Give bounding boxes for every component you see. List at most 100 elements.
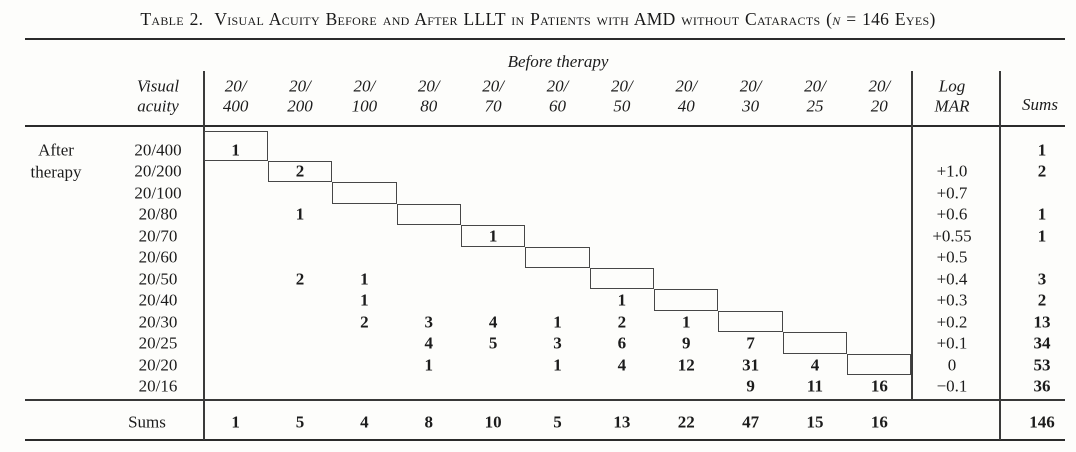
row-sum-20-40: 2 [1037,290,1047,310]
row-label-20-80: 20/80 [138,204,178,224]
cell-20-50-col2: 1 [360,269,369,289]
row-label-20-60: 20/60 [138,247,178,267]
col-header-2080: 20/80 [418,77,440,116]
cell-20-30-col5: 1 [553,312,562,332]
cell-20-30-col4: 4 [488,312,498,332]
col-header-line2: 400 [222,96,249,115]
row-sum-20-200: 2 [1037,161,1047,181]
diagonal-box-20-25 [782,332,848,354]
visual-acuity-header-line1: Visual [136,76,180,96]
logmar-20-200: +1.0 [936,161,968,181]
col-header-line1: 20/ [868,76,891,96]
col-header-2070: 20/70 [482,77,504,116]
diagonal-box-20-80 [396,203,461,226]
row-label-20-70: 20/70 [138,226,178,246]
cell-20-25-col8: 7 [746,333,755,353]
col-header-line2: 200 [287,96,313,115]
vrule-logmar-sums [999,71,1001,440]
logmar-header-line2: MAR [934,96,970,115]
visual-acuity-header-line2: acuity [137,96,179,115]
diagonal-box-20-100 [332,182,397,204]
sums-column-header: Sums [1022,95,1058,114]
logmar-20-25: +0.1 [936,333,968,353]
row-sum-20-20: 53 [1033,355,1051,374]
row-sum-20-400: 1 [1037,140,1047,160]
row-label-20-100: 20/100 [134,183,182,203]
cell-20-25-col3: 4 [424,333,434,353]
logmar-20-100: +0.7 [936,183,968,203]
col-header-line2: 30 [742,96,760,115]
row-label-20-40: 20/40 [138,290,178,310]
cell-20-200-col1: 2 [295,161,305,181]
diagonal-box-20-200 [267,160,333,183]
col-header-20400: 20/400 [223,77,249,116]
vrule-labels-matrix [203,71,205,440]
sums-row-label: Sums [128,412,166,432]
col-header-line1: 20/ [353,76,376,96]
row-label-20-50: 20/50 [138,269,178,289]
diagonal-box-20-40 [654,289,719,311]
cell-20-25-col6: 6 [617,333,627,353]
grand-total: 146 [1029,412,1055,432]
col-header-20100: 20/100 [352,77,378,116]
cell-20-25-col4: 5 [488,333,498,353]
row-sum-20-16: 36 [1033,376,1051,396]
rule-below-title [25,38,1065,40]
logmar-20-80: +0.6 [936,204,968,224]
col-sum-2: 4 [360,412,369,432]
row-sum-20-50: 3 [1037,269,1047,289]
cell-20-30-col6: 2 [617,312,627,332]
col-sum-7: 22 [677,412,695,432]
cell-20-20-col9: 4 [810,355,820,374]
logmar-20-70: +0.55 [932,226,972,246]
table-caption-number: Table 2. [140,9,204,29]
cell-20-80-col1: 1 [295,204,305,224]
col-header-20200: 20/200 [287,77,313,116]
cell-20-16-col10: 16 [870,376,888,396]
diagonal-box-20-400 [203,130,268,161]
diagonal-box-20-60 [525,246,590,268]
before-therapy-header: Before therapy [507,52,609,71]
col-sum-6: 13 [613,412,631,432]
row-sum-20-70: 1 [1037,226,1047,246]
diagonal-box-20-50 [589,267,655,290]
col-sum-8: 47 [742,412,760,432]
table-caption: Table 2. Visual Acuity Before and After L… [0,9,1076,30]
col-sum-3: 8 [424,412,434,432]
cell-20-20-col5: 1 [553,355,562,374]
col-header-line1: 20/ [289,76,311,96]
cell-20-20-col8: 31 [742,355,760,374]
cell-20-70-col4: 1 [488,226,498,246]
logmar-20-40: +0.3 [936,290,968,310]
diagonal-box-20-20 [847,353,912,376]
cell-20-25-col7: 9 [681,333,691,353]
row-label-20-30: 20/30 [138,312,178,332]
logmar-20-16: −0.1 [936,376,968,396]
cell-20-20-col6: 4 [617,355,627,374]
rule-below-header [25,125,1065,127]
col-sum-5: 5 [553,412,562,432]
col-sum-10: 16 [870,412,888,432]
cell-20-30-col3: 3 [424,312,434,332]
vrule-matrix-logmar [911,71,913,400]
col-header-2020: 20/20 [868,77,890,116]
diagonal-box-20-30 [718,310,783,333]
col-header-line1: 20/ [739,76,762,96]
cell-20-50-col1: 2 [295,269,305,289]
col-sum-1: 5 [295,412,305,432]
cell-20-16-col8: 9 [746,376,755,396]
row-sum-20-25: 34 [1033,333,1051,353]
col-header-line2: 100 [351,96,378,115]
col-header-2050: 20/50 [611,77,633,116]
col-header-line1: 20/ [804,76,826,96]
col-header-line1: 20/ [224,76,247,96]
logmar-header-line1: Log [938,76,966,96]
col-header-2025: 20/25 [804,77,826,116]
cell-20-20-col3: 1 [424,355,434,374]
cell-20-40-col6: 1 [617,290,627,310]
rule-above-sums [25,399,1065,401]
col-header-line2: 50 [613,96,631,115]
row-sum-20-30: 13 [1033,312,1051,332]
row-label-20-16: 20/16 [138,376,178,396]
